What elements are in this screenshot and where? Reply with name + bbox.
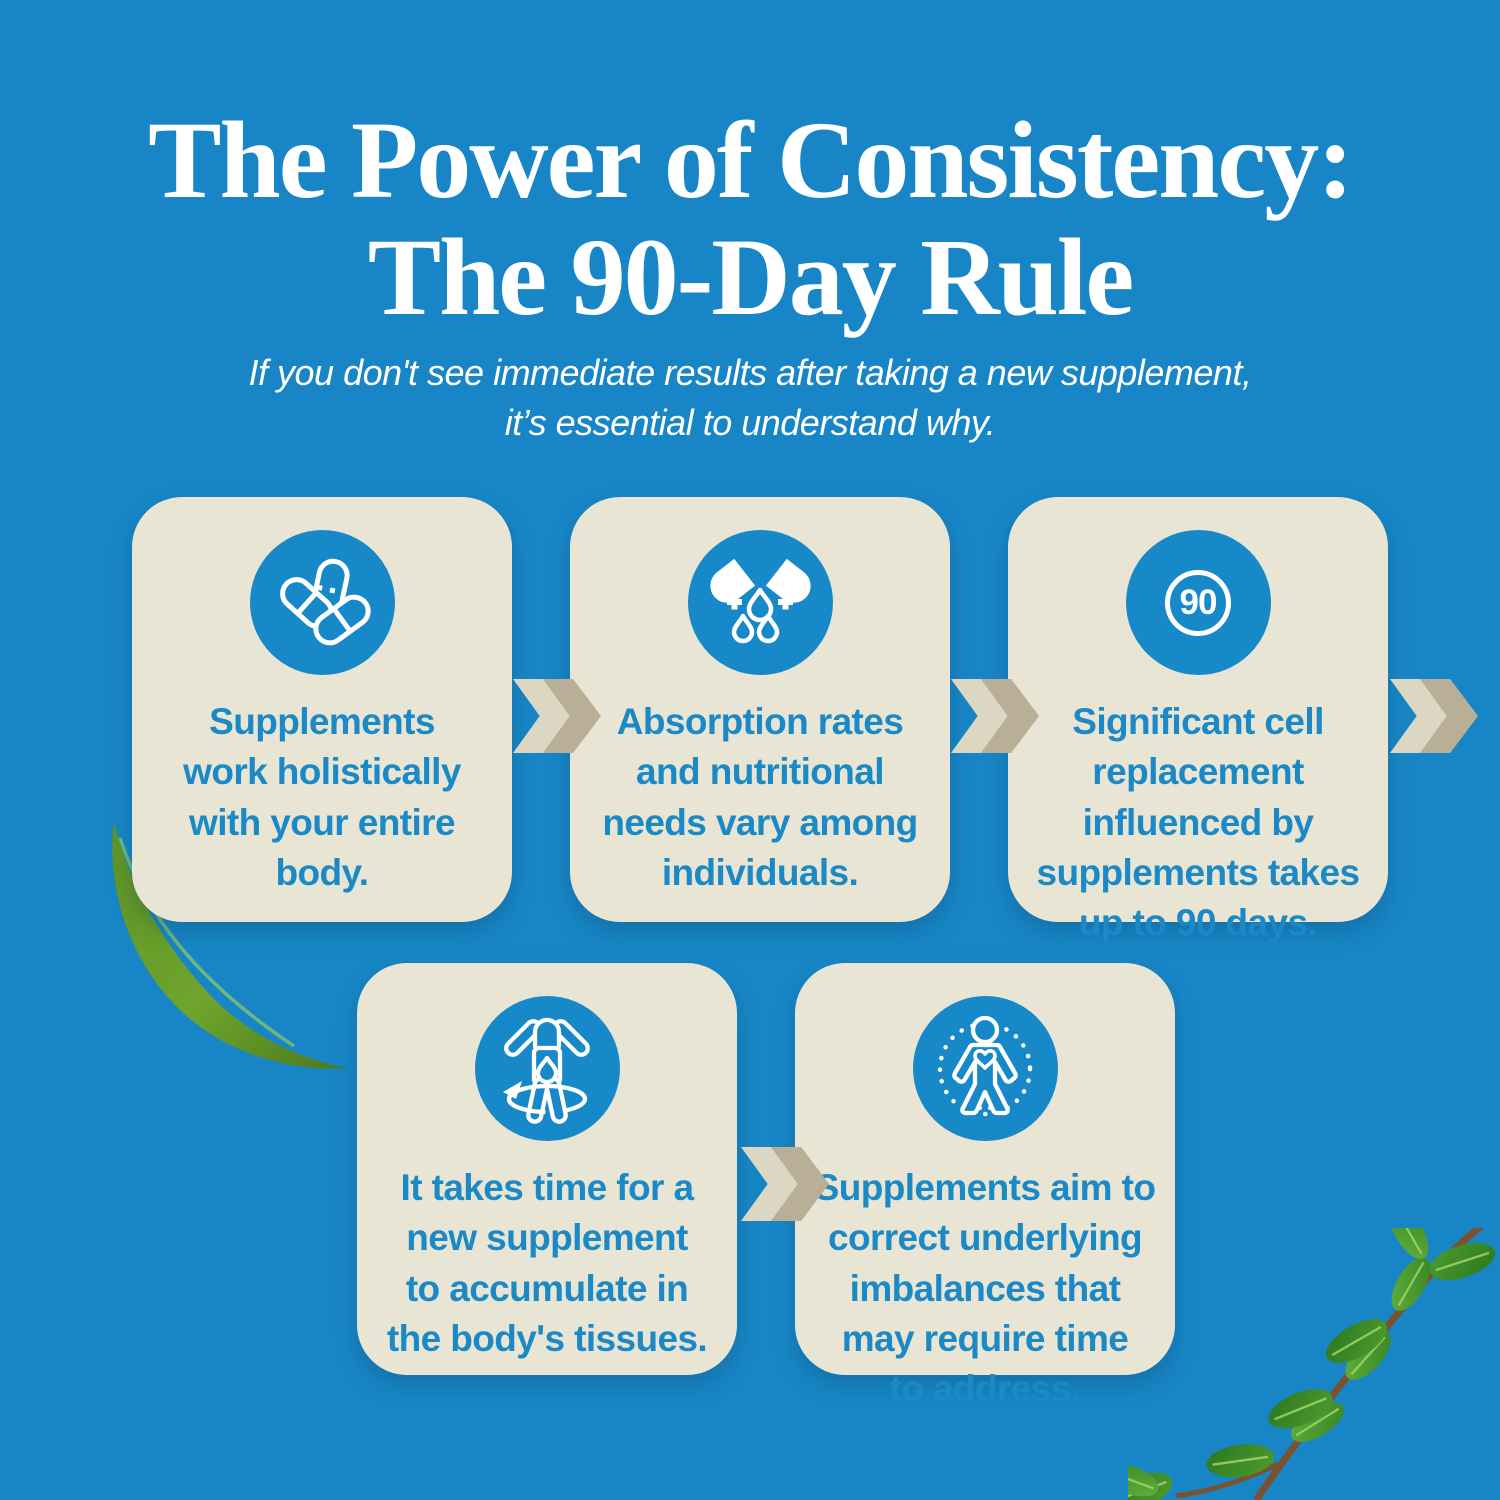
card-text: Absorption rates and nutritional needs v… <box>602 701 918 893</box>
card-text: Supplements aim to correct underlying im… <box>814 1167 1156 1410</box>
page-subtitle: If you don't see immediate results after… <box>0 348 1500 449</box>
page-subtitle-line2: it’s essential to understand why. <box>504 402 996 444</box>
page-title-line2: The 90-Day Rule <box>367 215 1134 338</box>
leaf-branch-image <box>1128 1228 1500 1500</box>
card-accumulation-time: It takes time for a new supplement to ac… <box>357 963 737 1375</box>
card-text: Significant cell replacement influenced … <box>1036 701 1361 944</box>
ninety-label: 90 <box>1179 582 1218 622</box>
leaf-image-left <box>112 822 346 1069</box>
capsule-drops-icon <box>687 530 833 675</box>
page-title: The Power of Consistency: The 90-Day Rul… <box>0 102 1500 335</box>
card-cell-replacement: 90 Significant cell replacement influenc… <box>1008 497 1388 943</box>
ninety-days-icon: 90 <box>1125 530 1271 675</box>
card-supplements-holistic: Supplements work holistically with your … <box>132 497 512 922</box>
capsules-icon <box>249 530 395 675</box>
card-correct-imbalances: Supplements aim to correct underlying im… <box>795 963 1175 1409</box>
ninety-ring: 90 <box>1165 569 1231 636</box>
page-subtitle-line1: If you don't see immediate results after… <box>248 352 1252 393</box>
card-text: It takes time for a new supplement to ac… <box>386 1167 708 1359</box>
body-renewal-icon <box>474 996 620 1141</box>
body-heart-icon <box>912 996 1058 1141</box>
page-title-line1: The Power of Consistency: <box>148 99 1354 221</box>
card-absorption-rates: Absorption rates and nutritional needs v… <box>570 497 950 922</box>
card-text: Supplements work holistically with your … <box>183 701 461 893</box>
